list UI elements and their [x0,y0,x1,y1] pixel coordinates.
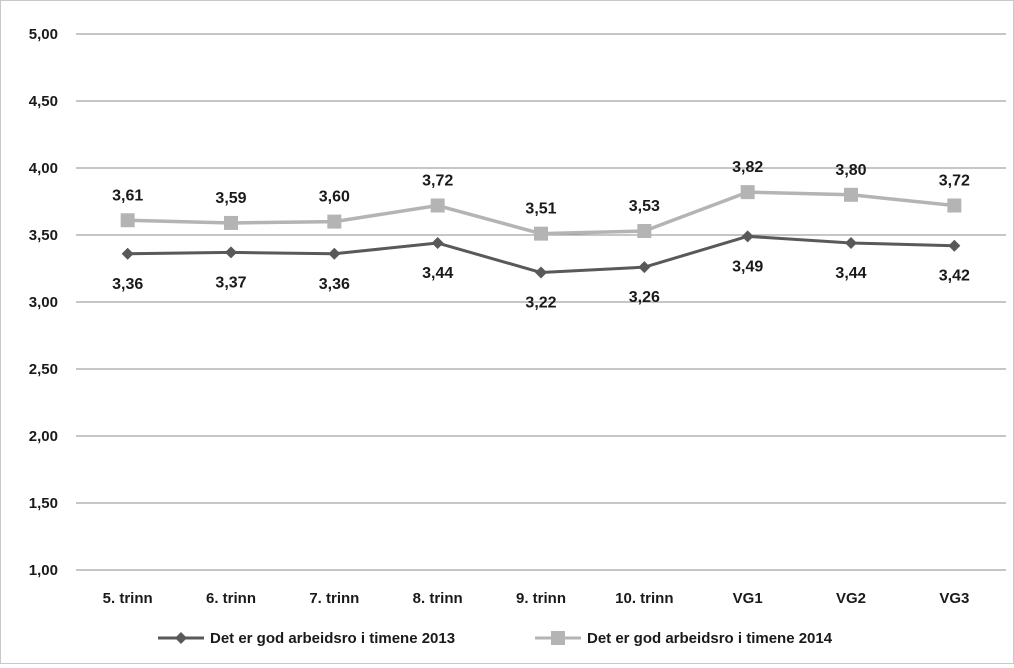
legend-item: Det er god arbeidsro i timene 2013 [158,630,455,647]
data-label: 3,22 [525,295,556,312]
data-label: 3,42 [939,268,970,285]
series-1 [121,230,961,279]
x-tick-label: 8. trinn [413,590,463,607]
data-point [845,237,857,250]
y-tick-label: 2,50 [29,361,58,378]
data-label: 3,51 [525,201,556,218]
x-tick-label: 6. trinn [206,590,256,607]
data-point [121,247,134,260]
data-label: 3,44 [422,265,453,282]
data-label: 3,59 [215,190,246,207]
data-point [638,261,651,274]
y-tick-label: 1,00 [29,562,58,579]
legend-marker [175,632,187,644]
data-label: 3,80 [835,162,866,179]
data-label: 3,61 [112,187,143,204]
y-axis-tick-labels: 1,00 1,50 2,00 2,50 3,00 3,50 4,00 4,50 5,00 [29,26,58,579]
y-tick-label: 3,00 [29,294,58,311]
data-point [534,226,548,241]
data-label: 3,37 [215,274,246,291]
data-point [948,239,961,252]
legend-item: Det er god arbeidsro i timene 2014 [535,630,833,647]
x-tick-label: VG1 [733,590,763,607]
y-tick-label: 3,50 [29,227,58,244]
data-point [430,198,445,213]
data-label: 3,36 [319,276,350,293]
x-tick-label: 5. trinn [103,590,153,607]
data-point [637,223,652,238]
data-series [120,185,962,279]
legend-label: Det er god arbeidsro i timene 2013 [210,630,455,647]
y-tick-label: 4,00 [29,160,58,177]
data-point [225,246,237,259]
series-2 [120,185,962,241]
data-point [224,215,238,230]
y-tick-label: 4,50 [29,93,58,110]
x-tick-label: 7. trinn [309,590,359,607]
data-label: 3,53 [629,198,660,215]
x-tick-label: VG3 [939,590,969,607]
data-point [431,237,444,250]
y-tick-label: 1,50 [29,495,58,512]
legend-marker [551,631,565,645]
data-point [535,266,547,279]
x-axis-tick-labels: 5. trinn 6. trinn 7. trinn 8. trinn 9. trinn… [103,590,970,607]
x-tick-label: 9. trinn [516,590,566,607]
data-label: 3,36 [112,276,143,293]
data-label: 3,49 [732,258,763,275]
data-label: 3,44 [835,265,866,282]
data-point [947,198,962,213]
y-tick-label: 5,00 [29,26,58,43]
x-tick-label: VG2 [836,590,866,607]
data-point [844,187,858,202]
data-label: 3,72 [422,173,453,190]
data-point [327,214,342,229]
data-point [741,230,754,243]
data-label: 3,82 [732,159,763,176]
data-labels: 3,36 3,37 3,36 3,44 3,22 3,26 3,49 3,44 3,42 3,61… [112,159,970,311]
x-tick-label: 10. trinn [615,590,673,607]
data-point [120,213,135,228]
legend: Det er god arbeidsro i timene 2013 Det er… [158,630,833,647]
data-point [328,247,341,260]
data-point [740,185,755,200]
legend-label: Det er god arbeidsro i timene 2014 [587,630,833,647]
y-tick-label: 2,00 [29,428,58,445]
data-label: 3,60 [319,189,350,206]
data-label: 3,26 [629,289,660,306]
data-label: 3,72 [939,173,970,190]
